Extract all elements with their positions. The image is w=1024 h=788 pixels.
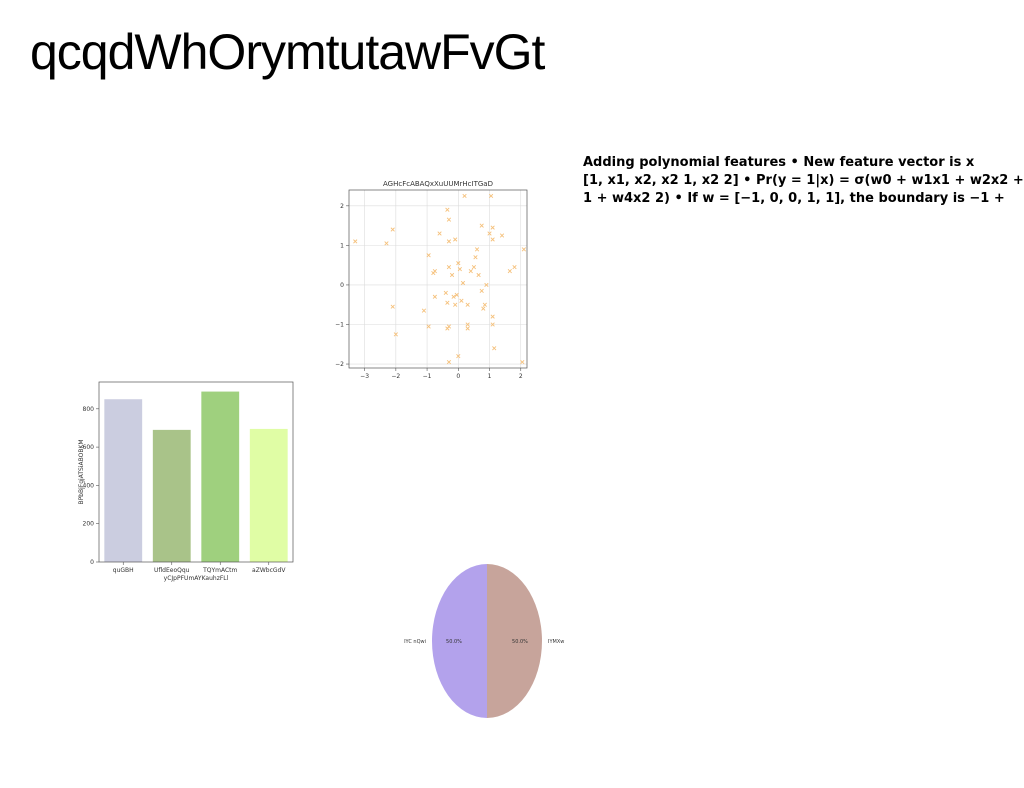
scatter-point: [446, 265, 452, 270]
scatter-point: [437, 231, 442, 236]
scatter-point: [465, 302, 470, 307]
scatter-point: [432, 268, 437, 274]
scatter-point: [484, 282, 489, 288]
pie-percent-label: 50.0%: [512, 639, 528, 645]
x-tick-label: −2: [391, 373, 400, 380]
scatter-point: [446, 324, 452, 329]
chart-title: AGHcFcABAQxXuUUMrHcITGaD: [383, 180, 493, 188]
scatter-point: [465, 322, 470, 327]
scatter-point: [456, 354, 461, 359]
notes-line: [1, x1, x2, x2 1, x2 2] • Pr(y = 1|x) = …: [583, 173, 1024, 188]
scatter-point: [445, 207, 450, 212]
scatter-point: [449, 272, 455, 278]
notes-line: Adding polynomial features • New feature…: [583, 155, 975, 170]
scatter-point: [446, 359, 452, 365]
bar-chart: quGBH UfldEeoQqu TQYmACtm aZWbcGdV 0 200 400 60…: [78, 381, 294, 582]
notes-line: 1 + w4x2 2) • If w = [−1, 0, 0, 1, 1], t…: [583, 191, 1005, 206]
scatter-point: [384, 241, 389, 246]
page-title: qcqdWhOrymtutawFvGt: [30, 24, 545, 80]
scatter-point: [451, 294, 456, 299]
y-tick-label: 2: [340, 203, 344, 210]
scatter-point: [490, 322, 495, 327]
scatter-point: [468, 268, 473, 274]
scatter-point: [465, 326, 470, 331]
y-tick-label: 0: [90, 559, 94, 566]
scatter-point: [488, 193, 494, 199]
y-tick-label: 800: [83, 406, 95, 413]
scatter-point: [490, 237, 495, 242]
bar: [201, 391, 240, 562]
scatter-point: [520, 359, 525, 365]
scatter-point: [482, 302, 487, 307]
scatter-point: [471, 265, 477, 270]
pie-percent-label: 50.0%: [446, 639, 462, 645]
scatter-point: [445, 300, 450, 305]
x-tick-label: aZWbcGdV: [252, 567, 286, 574]
scatter-point: [443, 290, 448, 295]
scatter-point: [390, 227, 395, 232]
x-tick-label: 0: [456, 373, 460, 380]
scatter-point: [446, 217, 452, 222]
scatter-point: [421, 308, 427, 313]
scatter-point: [476, 272, 481, 278]
y-axis-label: BPbBjFgjATSiABOBKM: [78, 439, 85, 504]
pie-slice: [487, 564, 542, 718]
y-tick-label: 200: [83, 521, 95, 528]
scatter-point: [490, 314, 495, 319]
y-tick-label: 400: [83, 482, 95, 489]
x-tick-label: −3: [360, 373, 369, 380]
scatter-point: [507, 268, 512, 274]
scatter-point: [456, 261, 461, 266]
scatter-point: [492, 346, 497, 351]
scatter-point: [453, 302, 458, 307]
scatter-point: [490, 225, 495, 230]
scatter-point: [457, 266, 462, 272]
x-axis-label: yCJpPFUmAYKauhzFLl: [164, 575, 229, 582]
scatter-point: [479, 223, 484, 228]
scatter-point: [474, 247, 480, 252]
bar: [249, 428, 288, 562]
x-tick-label: TQYmACtm: [202, 567, 237, 574]
scatter-point: [353, 239, 358, 244]
pie-slice-label: IYC nQwi: [404, 639, 426, 645]
scatter-point: [473, 255, 478, 260]
x-tick-label: quGBH: [113, 567, 134, 574]
pie-chart: 50.0% IYC nQwi 50.0% IYMXw: [404, 564, 564, 718]
scatter-point: [521, 247, 526, 252]
slide-notes: Adding polynomial features • New feature…: [583, 154, 1024, 208]
scatter-chart: AGHcFcABAQxXuUUMrHcITGaD −3 −2 −1 0 1 2 −2 −1 0 1 2: [335, 180, 528, 380]
scatter-point: [454, 292, 459, 297]
scatter-point: [459, 298, 464, 303]
x-tick-label: 2: [519, 373, 523, 380]
scatter-point: [462, 193, 467, 199]
scatter-point: [393, 332, 398, 337]
scatter-point: [446, 239, 452, 244]
plot-frame: [348, 189, 528, 369]
scatter-point: [390, 304, 395, 309]
x-tick-label: 1: [488, 373, 492, 380]
scatter-point: [426, 324, 431, 329]
bar: [104, 399, 143, 562]
y-tick-label: 600: [83, 444, 95, 451]
x-tick-label: UfldEeoQqu: [154, 567, 190, 574]
y-tick-label: 0: [340, 282, 344, 289]
scatter-point: [499, 233, 505, 238]
scatter-point: [432, 294, 437, 299]
scatter-point: [512, 265, 517, 270]
y-tick-label: 1: [340, 242, 344, 249]
pie-slice-label: IYMXw: [548, 639, 564, 645]
scatter-point: [487, 231, 492, 236]
y-tick-label: −1: [335, 321, 344, 328]
scatter-point: [460, 280, 466, 286]
pie-slice: [432, 564, 487, 718]
x-tick-label: −1: [423, 373, 432, 380]
bar: [152, 429, 191, 562]
scatter-point: [426, 253, 431, 258]
scatter-point: [453, 237, 458, 242]
plot-frame: [98, 381, 294, 563]
y-tick-label: −2: [335, 361, 344, 368]
scatter-point: [481, 306, 486, 311]
scatter-point: [479, 288, 484, 293]
